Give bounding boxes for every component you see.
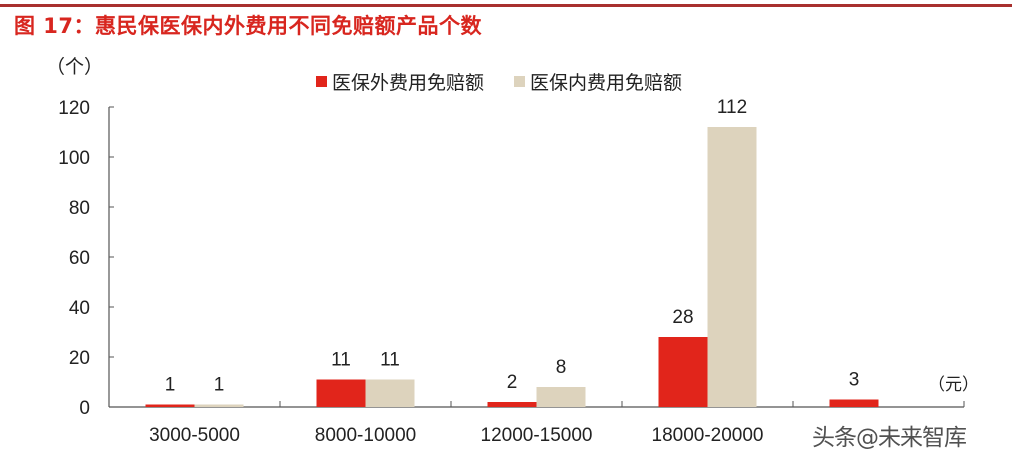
legend-swatch-beige	[514, 76, 526, 87]
x-tick-label: 12000-15000	[481, 425, 593, 446]
bar	[829, 399, 879, 407]
y-tick-label: 20	[69, 348, 90, 369]
data-label: 112	[717, 97, 747, 118]
data-label: 8	[556, 357, 567, 378]
bar	[145, 404, 195, 407]
data-label: 11	[380, 350, 400, 371]
x-tick-label: 8000-10000	[315, 425, 416, 446]
data-label: 1	[214, 375, 225, 396]
legend-swatch-red	[316, 76, 327, 87]
bar	[316, 379, 366, 407]
y-tick-label: 100	[58, 148, 90, 169]
legend-item-outside: 医保外费用免赔额	[316, 68, 484, 95]
x-tick-label: 18000-20000	[652, 425, 764, 446]
data-label: 1	[165, 375, 176, 396]
x-tick-label: 3000-5000	[149, 425, 240, 446]
title-rule	[0, 4, 1012, 7]
y-axis-unit: （个）	[46, 56, 104, 78]
y-tick-label: 0	[79, 398, 90, 419]
legend-label: 医保内费用免赔额	[530, 72, 683, 94]
data-label: 11	[331, 350, 351, 371]
legend-item-inside: 医保内费用免赔额	[514, 68, 682, 95]
legend: 医保外费用免赔额 医保内费用免赔额	[316, 68, 712, 95]
bar	[658, 337, 708, 407]
bar	[487, 402, 537, 407]
y-tick-label: 80	[69, 198, 90, 219]
y-tick-label: 40	[69, 298, 90, 319]
chart-title: 图 17：惠民保医保内外费用不同免赔额产品个数	[14, 14, 483, 38]
bar	[536, 387, 586, 407]
data-label: 28	[672, 307, 693, 328]
legend-label: 医保外费用免赔额	[332, 72, 485, 94]
data-label: 3	[849, 370, 860, 391]
bar	[365, 379, 415, 407]
watermark: 头条@未来智库	[812, 425, 967, 451]
y-tick-label: 120	[58, 98, 90, 119]
bar	[194, 404, 244, 407]
data-label: 2	[507, 372, 518, 393]
x-axis-unit: （元）	[928, 375, 979, 395]
y-tick-label: 60	[69, 248, 90, 269]
bar	[707, 127, 757, 407]
